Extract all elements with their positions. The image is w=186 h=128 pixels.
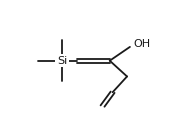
Text: Si: Si — [57, 56, 67, 66]
Text: OH: OH — [134, 39, 151, 49]
